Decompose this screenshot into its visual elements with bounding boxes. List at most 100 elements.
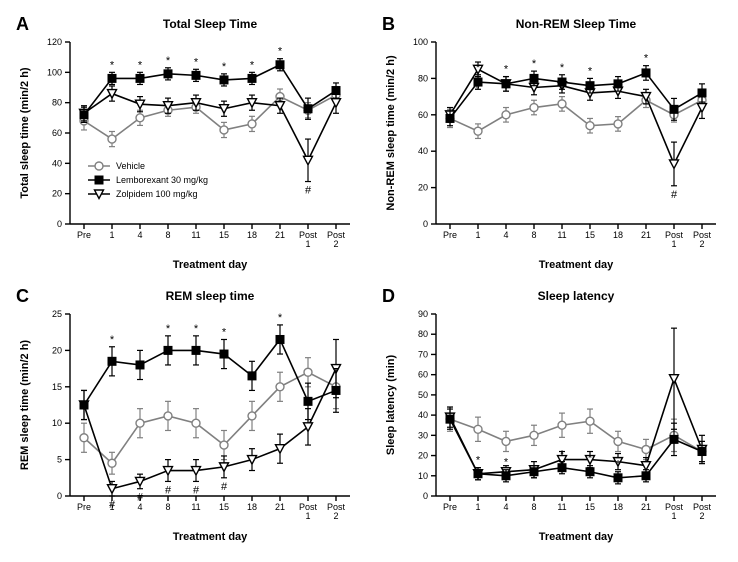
x-tick-label: 11 xyxy=(191,230,200,240)
x-tick-label: 15 xyxy=(219,230,229,240)
sig-marker: # xyxy=(221,481,228,493)
sig-marker: * xyxy=(532,58,537,70)
y-tick-label: 120 xyxy=(47,37,62,47)
y-tick-label: 0 xyxy=(57,219,62,229)
x-tick-label: Post1 xyxy=(299,230,318,249)
series-zolpidem: ##### xyxy=(80,339,341,511)
y-tick-label: 80 xyxy=(418,73,428,83)
x-axis-label: Treatment day xyxy=(539,259,614,271)
sig-marker: # xyxy=(671,189,678,201)
y-tick-label: 25 xyxy=(52,309,62,319)
x-tick-label: Post1 xyxy=(299,502,318,521)
y-axis-label: Total sleep time (min/2 h) xyxy=(19,67,31,199)
sig-marker: # xyxy=(193,484,200,496)
y-axis-label: Non-REM sleep time (min/2 h) xyxy=(385,55,397,211)
y-tick-label: 60 xyxy=(418,370,428,380)
y-tick-label: 20 xyxy=(418,183,428,193)
series-vehicle xyxy=(446,407,706,462)
x-tick-label: 1 xyxy=(109,230,114,240)
chart-title: Sleep latency xyxy=(538,289,615,303)
sig-marker: * xyxy=(560,62,565,74)
x-tick-label: Pre xyxy=(77,230,91,240)
panel-b: BNon-REM Sleep Time020406080100Pre148111… xyxy=(378,12,726,272)
x-tick-label: 4 xyxy=(503,502,508,512)
legend-label: Lemborexant 30 mg/kg xyxy=(116,175,208,185)
panel-letter: D xyxy=(382,286,395,306)
y-tick-label: 60 xyxy=(52,128,62,138)
y-tick-label: 70 xyxy=(418,349,428,359)
legend-label: Zolpidem 100 mg/kg xyxy=(116,189,198,199)
x-tick-label: 4 xyxy=(137,230,142,240)
y-tick-label: 90 xyxy=(418,309,428,319)
sig-marker: * xyxy=(504,457,509,469)
sig-marker: # xyxy=(165,484,172,496)
y-tick-label: 30 xyxy=(418,430,428,440)
chart-title: Non-REM Sleep Time xyxy=(516,17,637,31)
series-vehicle xyxy=(80,358,340,474)
x-tick-label: 8 xyxy=(165,502,170,512)
x-tick-label: Pre xyxy=(77,502,91,512)
y-tick-label: 80 xyxy=(52,98,62,108)
series-zolpidem xyxy=(446,328,707,480)
sig-marker: * xyxy=(278,46,283,58)
x-tick-label: 18 xyxy=(247,502,257,512)
panel-letter: C xyxy=(16,286,29,306)
y-tick-label: 0 xyxy=(423,219,428,229)
y-tick-label: 15 xyxy=(52,382,62,392)
y-tick-label: 0 xyxy=(423,491,428,501)
x-tick-label: 11 xyxy=(557,502,566,512)
x-tick-label: 4 xyxy=(503,230,508,240)
x-tick-label: 11 xyxy=(557,230,566,240)
sig-marker: * xyxy=(110,334,115,346)
sig-marker: * xyxy=(560,449,565,461)
panel-a: ATotal Sleep Time020406080100120Pre14811… xyxy=(12,12,360,272)
y-tick-label: 0 xyxy=(57,491,62,501)
sig-marker: * xyxy=(476,62,481,74)
x-tick-label: 15 xyxy=(585,502,595,512)
sig-marker: * xyxy=(222,326,227,338)
y-tick-label: 100 xyxy=(413,37,428,47)
x-tick-label: 21 xyxy=(275,230,285,240)
y-tick-label: 20 xyxy=(418,451,428,461)
sig-marker: * xyxy=(588,453,593,465)
sig-marker: * xyxy=(588,65,593,77)
y-axis-label: REM sleep time (min/2 h) xyxy=(19,340,31,471)
legend: VehicleLemborexant 30 mg/kgZolpidem 100 … xyxy=(88,161,208,199)
x-tick-label: Pre xyxy=(443,502,457,512)
x-axis-label: Treatment day xyxy=(173,531,248,543)
sig-marker: * xyxy=(504,64,509,76)
sig-marker: * xyxy=(616,459,621,471)
series-lemborexant: ******* xyxy=(80,46,340,123)
x-tick-label: Post2 xyxy=(327,230,346,249)
y-tick-label: 10 xyxy=(52,418,62,428)
x-tick-label: 18 xyxy=(247,230,257,240)
x-tick-label: 21 xyxy=(275,502,285,512)
x-tick-label: 18 xyxy=(613,230,623,240)
x-tick-label: Post2 xyxy=(327,502,346,521)
y-tick-label: 40 xyxy=(418,146,428,156)
x-tick-label: Post2 xyxy=(693,230,712,249)
y-tick-label: 100 xyxy=(47,67,62,77)
sig-marker: * xyxy=(278,312,283,324)
sig-marker: * xyxy=(250,59,255,71)
sig-marker: * xyxy=(166,323,171,335)
y-tick-label: 40 xyxy=(418,410,428,420)
x-tick-label: 18 xyxy=(613,502,623,512)
y-axis-label: Sleep latency (min) xyxy=(385,355,397,456)
sig-marker: # xyxy=(137,492,144,504)
x-tick-label: 8 xyxy=(531,230,536,240)
sig-marker: * xyxy=(138,59,143,71)
y-tick-label: 80 xyxy=(418,329,428,339)
x-tick-label: 15 xyxy=(585,230,595,240)
y-tick-label: 20 xyxy=(52,189,62,199)
x-tick-label: 1 xyxy=(475,230,480,240)
x-tick-label: Post1 xyxy=(665,502,684,521)
x-tick-label: 8 xyxy=(531,502,536,512)
y-tick-label: 50 xyxy=(418,390,428,400)
x-axis-label: Treatment day xyxy=(539,531,614,543)
sig-marker: # xyxy=(305,185,312,197)
x-axis-label: Treatment day xyxy=(173,259,248,271)
x-tick-label: 8 xyxy=(165,230,170,240)
y-tick-label: 20 xyxy=(52,345,62,355)
x-tick-label: Post1 xyxy=(665,230,684,249)
